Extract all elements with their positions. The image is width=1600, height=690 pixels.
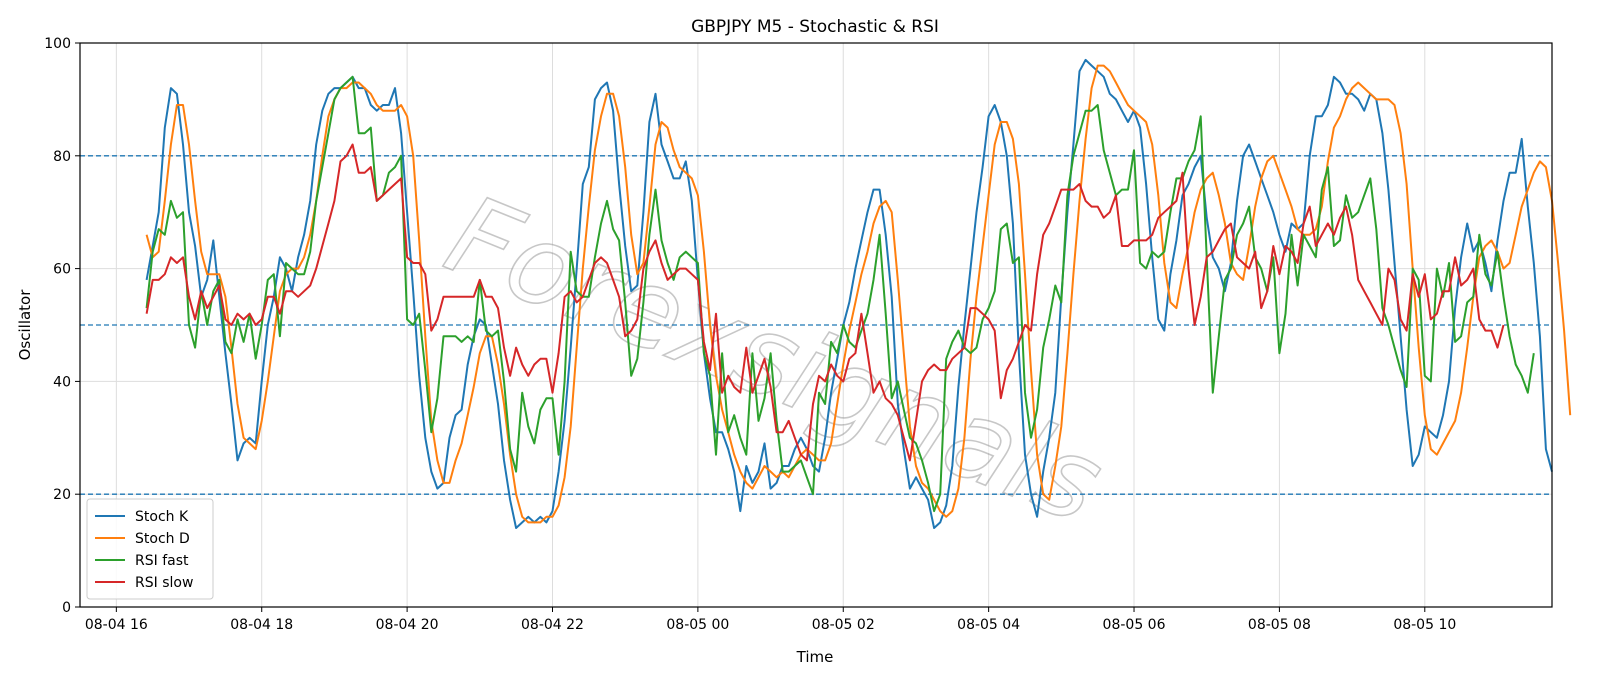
x-tick-label: 08-05 00 (666, 617, 729, 633)
x-tick-label: 08-04 22 (521, 617, 584, 633)
y-axis-ticks: 0 20 40 60 80 100 (44, 36, 80, 616)
y-tick-label: 60 (53, 262, 71, 278)
legend-label: RSI slow (135, 575, 193, 591)
legend: Stoch K Stoch D RSI fast RSI slow (86, 498, 214, 600)
x-tick-label: 08-05 08 (1248, 617, 1311, 633)
x-tick-label: 08-04 20 (376, 617, 439, 633)
y-tick-label: 20 (53, 487, 71, 503)
chart-title: GBPJPY M5 - Stochastic & RSI (691, 17, 939, 37)
x-tick-label: 08-05 10 (1393, 617, 1456, 633)
reference-lines (80, 155, 1552, 495)
x-tick-label: 08-05 06 (1103, 617, 1166, 633)
legend-label: Stoch K (135, 509, 189, 525)
y-tick-label: 100 (44, 36, 71, 52)
legend-box (86, 498, 214, 600)
plot-frame (79, 42, 1553, 608)
x-tick-label: 08-04 16 (85, 617, 148, 633)
x-tick-label: 08-04 18 (230, 617, 293, 633)
series-layer (145, 58, 1572, 529)
y-tick-label: 80 (53, 149, 71, 165)
y-tick-label: 40 (53, 374, 71, 390)
series-line-stoch-d (145, 64, 1572, 524)
series-line-stoch-k (145, 58, 1553, 529)
x-tick-label: 08-05 04 (957, 617, 1020, 633)
y-tick-label: 0 (62, 600, 71, 616)
x-axis-ticks: 08-04 16 08-04 18 08-04 20 08-04 22 08-05 00… (85, 607, 1456, 633)
x-tick-label: 08-05 02 (812, 617, 875, 633)
legend-label: Stoch D (135, 531, 190, 547)
series-line-rsi-slow (145, 143, 1505, 462)
legend-label: RSI fast (135, 553, 189, 569)
x-axis-label: Time (796, 648, 834, 666)
y-axis-label: Oscillator (16, 289, 34, 361)
